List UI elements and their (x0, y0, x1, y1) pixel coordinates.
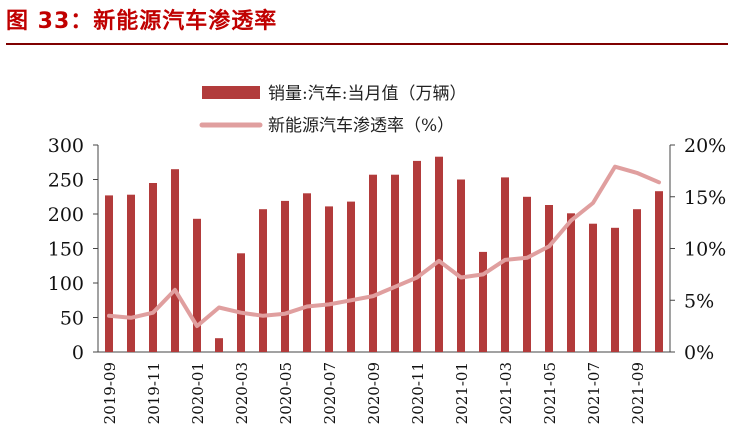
legend-bar-swatch (202, 86, 260, 99)
x-tick-label: 2020-07 (321, 362, 339, 424)
bar-2020-11 (413, 160, 421, 352)
bar-2021-10 (655, 191, 663, 352)
bar-2021-05 (545, 205, 553, 352)
bar-2020-10 (391, 174, 399, 352)
left-tick-label: 300 (48, 135, 84, 157)
legend: 销量:汽车:当月值（万辆） 新能源汽车渗透率（%） (199, 84, 466, 136)
legend-bar-label: 销量:汽车:当月值（万辆） (268, 84, 466, 104)
x-tick-label: 2021-03 (497, 362, 515, 424)
right-tick-label: 15% (684, 187, 726, 209)
bar-2020-05 (281, 200, 289, 352)
bar-2019-11 (149, 183, 157, 352)
left-tick-label: 50 (60, 308, 84, 330)
penetration-line (107, 164, 661, 329)
bar-2020-09 (369, 174, 377, 352)
line-series-layer (107, 164, 661, 329)
x-tick-label: 2021-07 (585, 362, 603, 424)
bar-2020-07 (325, 206, 333, 352)
right-tick-label: 10% (684, 239, 726, 261)
bar-2019-09 (105, 195, 113, 352)
bar-2020-08 (347, 201, 355, 352)
bar-2020-06 (303, 193, 311, 352)
left-axis: 0 50 100 150 200 250 300 (48, 135, 98, 364)
left-tick-label: 0 (72, 342, 84, 364)
x-axis: 2019-09 2019-11 2020-01 2020-03 2020-05 2020-… (101, 362, 647, 424)
plot-frame (97, 145, 671, 353)
bar-2020-02 (215, 338, 223, 352)
bar-2020-03 (237, 253, 245, 352)
left-tick-label: 150 (48, 239, 84, 261)
bar-2021-02 (479, 251, 487, 352)
x-tick-label: 2020-11 (409, 362, 427, 424)
right-tick-label: 5% (684, 290, 714, 312)
x-tick-label: 2020-05 (277, 362, 295, 424)
x-tick-label: 2020-09 (365, 362, 383, 424)
right-tick-label: 20% (684, 135, 726, 157)
figure-title: 图 33：新能源汽车渗透率 (6, 9, 278, 34)
x-tick-label: 2020-01 (189, 362, 207, 424)
bar-2020-04 (259, 209, 267, 352)
bar-2021-01 (457, 179, 465, 352)
x-tick-label: 2020-03 (233, 362, 251, 424)
x-tick-label: 2019-11 (145, 362, 163, 424)
x-tick-label: 2019-09 (101, 362, 119, 424)
bar-2021-04 (523, 196, 531, 353)
bar-series (105, 156, 663, 353)
x-tick-label: 2021-09 (629, 362, 647, 424)
bar-2021-08 (611, 227, 619, 352)
bar-2021-09 (633, 209, 641, 352)
legend-line-label: 新能源汽车渗透率（%） (268, 116, 454, 136)
x-tick-label: 2021-05 (541, 362, 559, 424)
title-rule (6, 43, 728, 45)
left-tick-label: 100 (48, 273, 84, 295)
x-tick-label: 2021-01 (453, 362, 471, 424)
left-tick-label: 200 (48, 204, 84, 226)
right-axis: 0% 5% 10% 15% 20% (670, 135, 726, 364)
bar-2019-10 (127, 194, 135, 352)
bar-2021-06 (567, 213, 575, 352)
bar-2021-07 (589, 223, 597, 352)
right-tick-label: 0% (684, 342, 714, 364)
bar-2019-12 (171, 169, 179, 352)
left-tick-label: 250 (48, 170, 84, 192)
bar-2021-03 (501, 177, 509, 352)
bar-2020-12 (435, 156, 443, 352)
bar-2020-01 (193, 218, 201, 352)
